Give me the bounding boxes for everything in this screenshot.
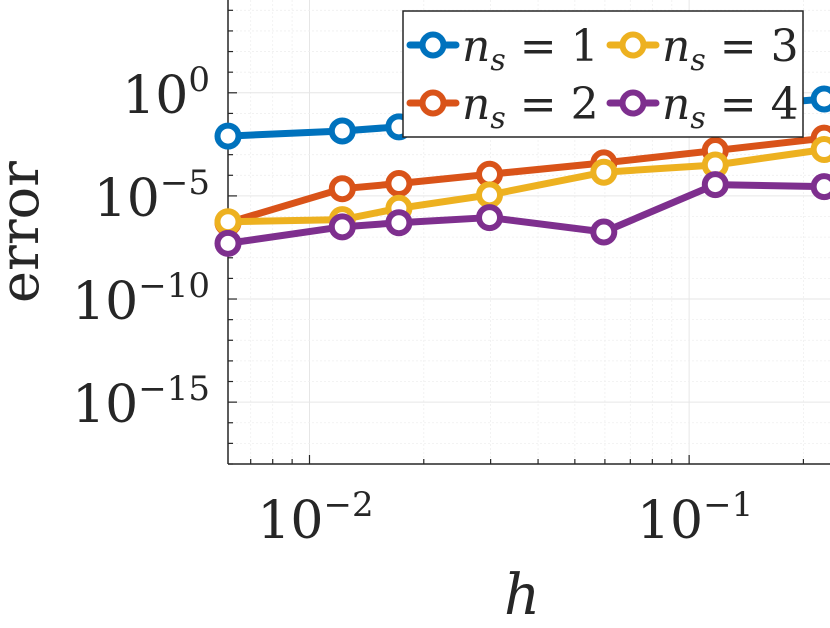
series-1-marker bbox=[332, 120, 353, 141]
legend-marker-4 bbox=[623, 93, 644, 114]
x-tick-label: 10−1 bbox=[637, 485, 753, 551]
y-tick-label: 10−5 bbox=[94, 163, 210, 229]
y-tick-label: 10−10 bbox=[72, 266, 210, 332]
series-3-marker bbox=[479, 184, 500, 205]
series-4-marker bbox=[705, 174, 726, 195]
series-4-marker bbox=[479, 207, 500, 228]
series-4-marker bbox=[593, 222, 614, 243]
legend: ns = 1ns = 2 ns = 3ns = 4 bbox=[403, 11, 803, 137]
y-tick-label: 10−15 bbox=[72, 369, 210, 435]
legend-marker-3 bbox=[623, 35, 644, 56]
y-axis-label: error bbox=[0, 161, 51, 303]
legend-label-2: ns = 2 bbox=[462, 79, 599, 136]
series-1-marker bbox=[218, 126, 239, 147]
series-4-marker bbox=[388, 212, 409, 233]
legend-label-3: ns = 3 bbox=[662, 21, 799, 78]
series-2-marker bbox=[388, 173, 409, 194]
series-1-marker bbox=[814, 88, 830, 109]
legend-marker-1 bbox=[423, 35, 444, 56]
series-2-line bbox=[228, 138, 824, 223]
series-3-marker bbox=[218, 211, 239, 232]
x-axis-label: h bbox=[504, 563, 540, 623]
legend-marker-2 bbox=[423, 93, 444, 114]
legend-label-4: ns = 4 bbox=[662, 79, 799, 136]
x-tick-label: 10−2 bbox=[257, 485, 373, 551]
legend-label-1: ns = 1 bbox=[462, 21, 599, 78]
series-4-marker bbox=[218, 233, 239, 254]
series-2-marker bbox=[332, 178, 353, 199]
series-4-marker bbox=[332, 216, 353, 237]
series-3-marker bbox=[814, 139, 830, 160]
series-4-marker bbox=[814, 176, 830, 197]
y-tick-label: 100 bbox=[122, 60, 210, 126]
series-3-marker bbox=[593, 162, 614, 183]
